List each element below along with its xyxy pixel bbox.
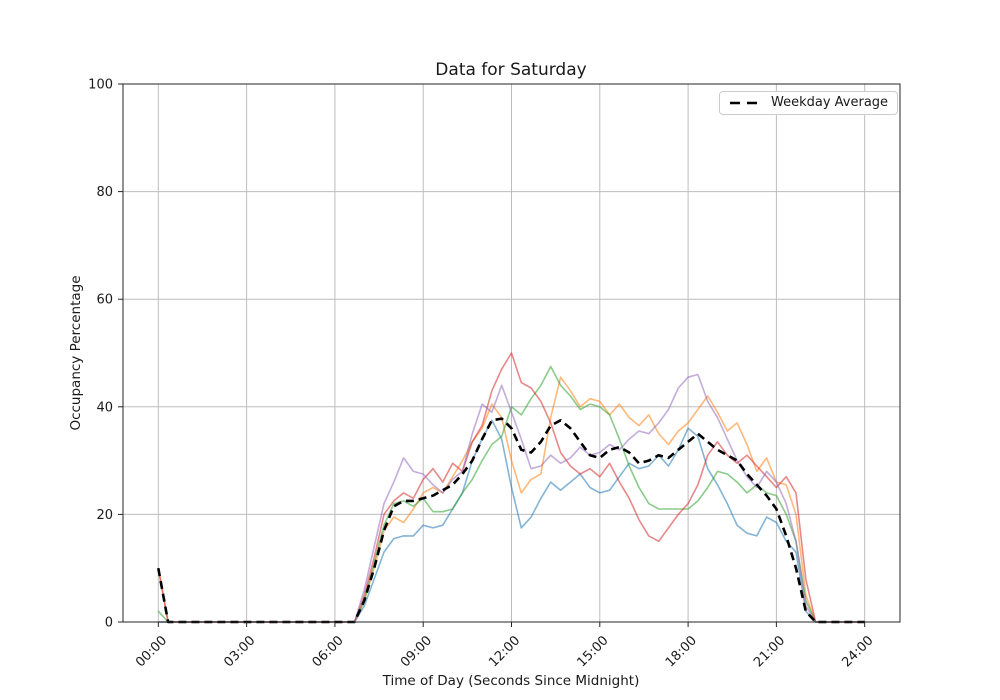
- y-tick-label: 80: [96, 185, 113, 200]
- x-tick-label: 03:00: [221, 633, 258, 670]
- chart-title: Data for Saturday: [435, 60, 587, 80]
- x-tick-label: 15:00: [575, 633, 612, 670]
- y-tick-label: 0: [105, 616, 113, 631]
- y-tick-label: 60: [96, 293, 113, 308]
- y-tick-label: 40: [96, 400, 113, 415]
- legend-label: Weekday Average: [771, 95, 889, 110]
- y-tick-label: 100: [88, 78, 113, 93]
- x-tick-label: 21:00: [751, 633, 788, 670]
- x-axis-label: Time of Day (Seconds Since Midnight): [382, 673, 640, 689]
- dashed-line-icon: [730, 101, 760, 104]
- x-tick-label: 12:00: [486, 633, 523, 670]
- legend: Weekday Average: [719, 91, 899, 115]
- x-tick-label: 24:00: [839, 633, 876, 670]
- x-tick-label: 09:00: [398, 633, 435, 670]
- y-tick-label: 20: [96, 508, 113, 523]
- x-tick-label: 00:00: [133, 633, 170, 670]
- y-axis-label: Occupancy Percentage: [68, 275, 84, 431]
- x-tick-label: 06:00: [310, 633, 347, 670]
- x-tick-label: 18:00: [663, 633, 700, 670]
